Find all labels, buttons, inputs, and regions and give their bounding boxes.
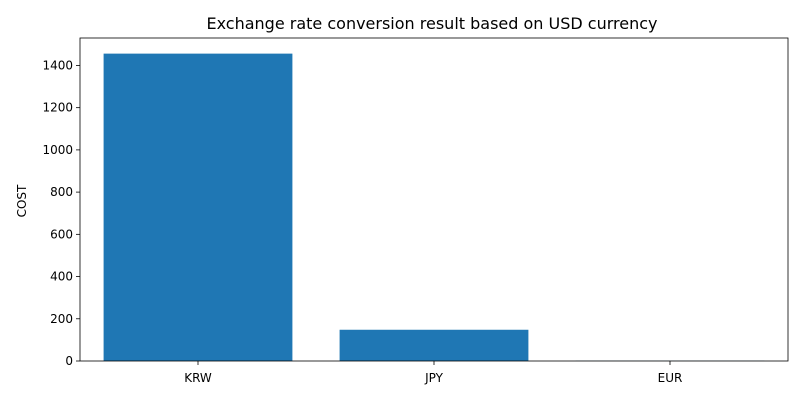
y-axis-label: COST xyxy=(15,184,29,217)
y-tick-label-800: 800 xyxy=(50,185,73,199)
y-tick-label-1000: 1000 xyxy=(42,143,73,157)
x-tick-label-krw: KRW xyxy=(184,371,212,385)
y-tick-label-600: 600 xyxy=(50,227,73,241)
x-tick-label-eur: EUR xyxy=(658,371,683,385)
bar-jpy xyxy=(339,329,529,361)
y-tick-label-1400: 1400 xyxy=(42,58,73,72)
y-tick-label-1200: 1200 xyxy=(42,101,73,115)
plot-area: KRW JPY EUR 0 200 400 600 800 1000 1200 1400 xyxy=(42,37,789,385)
y-tick-label-0: 0 xyxy=(65,354,73,368)
x-tick-label-jpy: JPY xyxy=(424,371,444,385)
plot-frame xyxy=(79,37,789,362)
y-tick-label-400: 400 xyxy=(50,270,73,284)
chart-title: Exchange rate conversion result based on… xyxy=(207,14,658,33)
bar-krw xyxy=(103,53,293,361)
y-tick-label-200: 200 xyxy=(50,312,73,326)
